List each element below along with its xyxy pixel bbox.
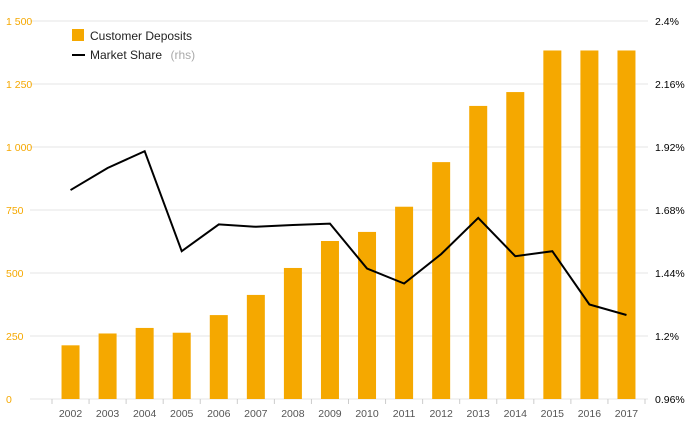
left-tick-label: 250 <box>6 331 24 343</box>
line-series-market-share <box>70 149 627 316</box>
right-tick-label: 1.44% <box>655 268 685 280</box>
bar-2014 <box>506 92 525 400</box>
right-tick-label: 0.96% <box>655 394 685 406</box>
x-tick-label: 2014 <box>504 408 528 420</box>
bar-2008 <box>283 267 302 399</box>
bar-series-customer-deposits <box>61 50 636 400</box>
x-tick-label: 2009 <box>318 408 342 420</box>
legend-swatch-customer-deposits <box>72 29 84 41</box>
x-tick-label: 2017 <box>615 408 639 420</box>
right-axis-ticks: 0.96% 1.2% 1.44% 1.68% 1.92% 2.16% 2.4% <box>655 16 685 406</box>
legend-label-rhs: (rhs) <box>170 48 195 62</box>
bar-2003 <box>98 333 117 399</box>
x-tick-label: 2010 <box>355 408 379 420</box>
gridlines <box>30 20 648 404</box>
x-tick-label: 2012 <box>429 408 453 420</box>
bar-2017 <box>617 50 636 399</box>
bar-2015 <box>543 50 562 399</box>
right-tick-label: 1.68% <box>655 205 685 217</box>
left-tick-label: 1 250 <box>6 79 32 91</box>
right-tick-label: 2.4% <box>655 16 679 28</box>
bar-2012 <box>432 162 451 399</box>
legend-label-market-share: Market Share <box>90 48 162 62</box>
x-tick-label: 2013 <box>467 408 491 420</box>
left-tick-label: 750 <box>6 205 24 217</box>
x-tick-label: 2007 <box>244 408 268 420</box>
legend-label-market-share-group: Market Share (rhs) <box>90 46 195 63</box>
left-tick-label: 500 <box>6 268 24 280</box>
x-tick-label: 2003 <box>96 408 120 420</box>
left-tick-label: 1 500 <box>6 16 32 28</box>
x-tick-label: 2004 <box>133 408 157 420</box>
bar-2007 <box>246 294 265 399</box>
bar-2016 <box>580 50 599 399</box>
right-tick-label: 1.2% <box>655 331 679 343</box>
bar-2010 <box>358 231 377 399</box>
left-tick-label: 1 000 <box>6 142 32 154</box>
x-tick-label: 2016 <box>578 408 602 420</box>
bar-2006 <box>209 315 228 399</box>
legend-label-customer-deposits: Customer Deposits <box>90 29 192 43</box>
bar-2002 <box>61 345 80 399</box>
x-tick-label: 2002 <box>59 408 83 420</box>
x-tick-label: 2008 <box>281 408 305 420</box>
bar-2009 <box>320 240 339 399</box>
legend: Customer Deposits Market Share (rhs) <box>72 29 195 63</box>
left-axis-ticks: 0 250 500 750 1 000 1 250 1 500 <box>6 16 32 406</box>
market-share-line <box>70 149 627 316</box>
x-tick-label: 2015 <box>541 408 565 420</box>
bar-2004 <box>135 327 154 399</box>
right-tick-label: 2.16% <box>655 79 685 91</box>
right-tick-label: 1.92% <box>655 142 685 154</box>
bar-2013 <box>469 105 488 399</box>
x-tick-label: 2005 <box>170 408 194 420</box>
left-tick-label: 0 <box>6 394 12 406</box>
bar-2005 <box>172 332 191 399</box>
x-tick-label: 2006 <box>207 408 231 420</box>
x-tick-label: 2011 <box>393 408 416 420</box>
bar-2011 <box>395 206 414 399</box>
x-axis-ticks: 2002 2003 2004 2005 2006 2007 2008 2009 2010 2011… <box>59 408 638 420</box>
